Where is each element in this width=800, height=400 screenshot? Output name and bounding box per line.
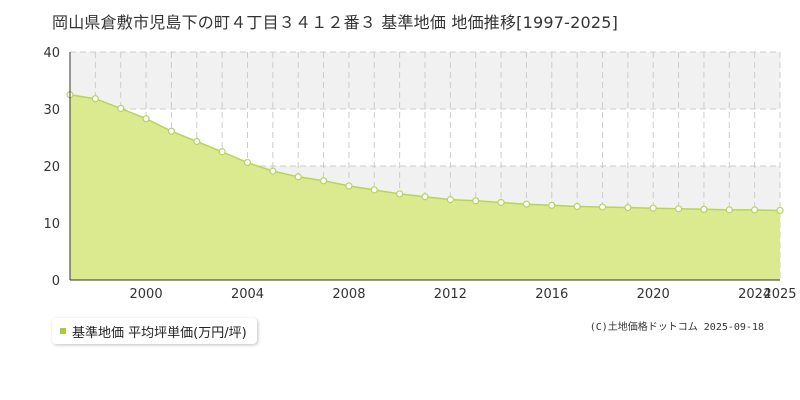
x-tick-label: 2024 — [738, 287, 771, 302]
y-tick-label: 0 — [52, 274, 60, 289]
data-point — [624, 204, 632, 212]
x-tick-label: 2016 — [535, 287, 568, 302]
y-tick-labels: 0 10 20 30 40 — [43, 46, 60, 289]
data-point — [497, 198, 505, 207]
data-point — [117, 104, 125, 113]
y-tick-label: 10 — [43, 217, 60, 232]
data-point — [91, 95, 99, 103]
data-point — [725, 206, 733, 214]
x-tick-label: 2000 — [130, 287, 163, 302]
data-point — [598, 203, 607, 211]
data-point — [649, 204, 657, 212]
data-point — [700, 205, 708, 213]
x-tick-label: 2012 — [434, 287, 467, 302]
x-tick-label: 2020 — [637, 287, 670, 302]
data-point — [522, 200, 531, 208]
data-point — [446, 196, 454, 204]
data-point — [751, 206, 759, 214]
grid-band — [70, 52, 780, 109]
legend-label: 基準地価 平均坪単価(万円/坪) — [72, 325, 247, 341]
x-tick-label: 2008 — [332, 287, 365, 302]
data-points — [66, 91, 784, 215]
data-point — [396, 190, 404, 198]
data-point — [218, 148, 226, 156]
data-point — [472, 197, 480, 205]
axes — [69, 52, 780, 281]
data-point — [243, 158, 252, 167]
y-tick-label: 40 — [43, 46, 60, 61]
data-point — [345, 182, 353, 190]
data-point — [421, 193, 429, 201]
x-tick-label: 2004 — [231, 287, 264, 302]
chart-title: 岡山県倉敷市児島下の町４丁目３４１２番３ 基準地価 地価推移[1997-2025… — [52, 13, 619, 32]
data-point — [548, 201, 556, 209]
data-point — [142, 115, 150, 123]
y-tick-label: 30 — [43, 103, 60, 118]
series-area — [70, 94, 780, 280]
data-point — [370, 186, 378, 194]
data-point — [319, 177, 328, 185]
y-tick-label: 20 — [43, 160, 60, 175]
legend: 基準地価 平均坪単価(万円/坪) — [52, 318, 257, 344]
data-point — [167, 127, 176, 135]
x-tick-label: 2025 — [763, 287, 796, 302]
copyright: (C)土地価格ドットコム 2025-09-18 — [589, 322, 764, 333]
data-point — [269, 167, 277, 175]
data-point — [776, 206, 784, 215]
data-point — [294, 173, 302, 181]
legend-marker — [60, 328, 66, 334]
data-point — [193, 137, 201, 146]
data-point — [573, 202, 581, 211]
data-point — [674, 205, 683, 213]
